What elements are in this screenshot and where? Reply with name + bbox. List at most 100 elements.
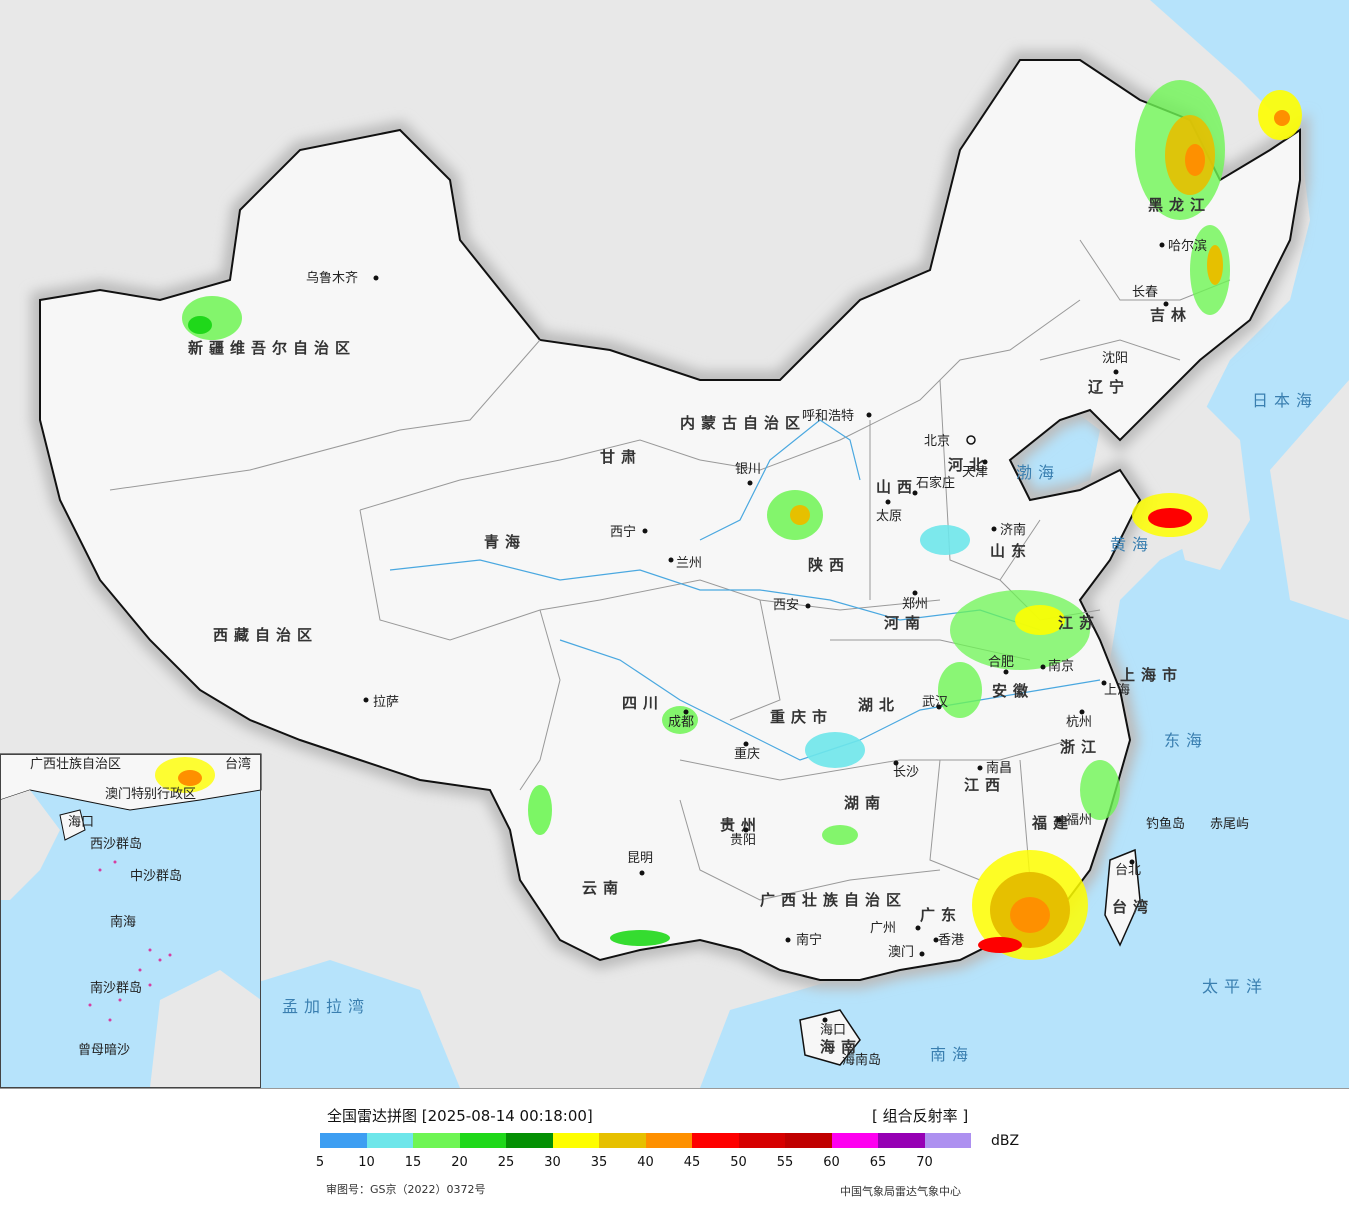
city-label: 长沙: [893, 765, 919, 780]
province-label: 吉林: [1150, 306, 1192, 324]
province-label: 江苏: [1058, 614, 1100, 632]
city-label: 武汉: [922, 695, 948, 710]
scale-tick-label: 50: [730, 1155, 747, 1170]
city-label: 西安: [773, 598, 799, 613]
city-label: 南京: [1048, 658, 1074, 674]
city-label: 贵阳: [730, 833, 756, 848]
sea-label: 南海: [930, 1045, 974, 1064]
city-labels: 乌鲁木齐 拉萨 西宁 兰州 银川 呼和浩特 哈尔滨 长春 沈阳 北京 天津 石家…: [306, 238, 1207, 1038]
scale-tick-label: 30: [544, 1155, 561, 1170]
inset-label: 中沙群岛: [130, 868, 182, 884]
legend-title: 全国雷达拼图 [2025-08-14 00:18:00]: [327, 1107, 593, 1125]
scale-tick-label: 70: [916, 1155, 933, 1170]
province-label: 湖南: [844, 794, 886, 812]
sea-labels: 日本海 渤海 黄海 东海 太平洋 南海 孟加拉湾 钓鱼岛 赤尾屿 海南岛: [282, 391, 1312, 1068]
city-label: 呼和浩特: [802, 409, 854, 424]
province-label: 江西: [964, 776, 1006, 794]
color-swatch: [413, 1133, 460, 1148]
province-label: 内蒙古自治区: [680, 414, 806, 432]
province-label: 四川: [622, 694, 664, 712]
island-label: 钓鱼岛: [1146, 816, 1185, 832]
inset-label: 曾母暗沙: [78, 1043, 130, 1058]
city-label: 太原: [876, 509, 902, 524]
city-label: 济南: [1000, 522, 1026, 538]
city-label: 北京: [924, 434, 950, 449]
color-swatch: [506, 1133, 553, 1148]
city-label: 台北: [1115, 863, 1141, 878]
province-label: 贵州: [720, 816, 762, 834]
city-label: 银川: [735, 462, 761, 477]
color-swatch: [785, 1133, 832, 1148]
south-china-sea-inset: 广西壮族自治区 澳门特别行政区 海口 西沙群岛 中沙群岛 南海 南沙群岛 曾母暗…: [0, 753, 262, 1088]
province-label: 陕西: [808, 556, 850, 574]
scale-tick-label: 40: [637, 1155, 654, 1170]
inset-label: 澳门特别行政区: [105, 786, 196, 802]
radar-echoes: [182, 80, 1302, 960]
color-swatch: [599, 1133, 646, 1148]
sea-label: 渤海: [1016, 463, 1060, 482]
city-label: 广州: [870, 921, 896, 936]
city-dots: [363, 242, 1169, 1023]
scale-tick-label: 5: [315, 1155, 325, 1170]
inset-label: 广西壮族自治区: [30, 756, 121, 772]
city-label: 澳门: [888, 944, 914, 960]
china-outline: [39, 59, 1301, 981]
inset-label: 台湾: [225, 756, 251, 772]
bay-of-bengal-area: [200, 960, 460, 1088]
province-label: 河北: [948, 456, 990, 474]
province-label: 山东: [990, 542, 1032, 560]
color-swatch: [878, 1133, 925, 1148]
sea-label: 黄海: [1110, 535, 1154, 554]
city-label: 南昌: [986, 760, 1012, 776]
scale-tick-label: 25: [497, 1155, 515, 1170]
east-sea-area: [700, 0, 1349, 1088]
scale-tick-label: 35: [590, 1155, 608, 1170]
japan-land: [1270, 380, 1349, 620]
legend-unit: dBZ: [991, 1133, 1020, 1149]
color-swatch: [366, 1133, 413, 1148]
province-label: 湖北: [858, 696, 900, 714]
city-label: 兰州: [676, 556, 702, 571]
color-scale-bar: [320, 1133, 971, 1148]
inset-label: 南海: [110, 914, 136, 930]
inset-label: 南沙群岛: [90, 980, 142, 996]
city-label: 昆明: [627, 851, 653, 866]
province-label: 浙江: [1060, 738, 1102, 756]
inset-label: 西沙群岛: [90, 836, 142, 852]
city-label: 拉萨: [373, 695, 399, 710]
radar-map: 新疆维吾尔自治区 西藏自治区 青海 甘肃 内蒙古自治区 黑龙江 吉林 辽宁 河北…: [0, 0, 1349, 1088]
hainan-island: [799, 1009, 861, 1066]
province-boundaries: [109, 239, 1231, 901]
city-label: 乌鲁木齐: [306, 270, 358, 286]
province-labels: 新疆维吾尔自治区 西藏自治区 青海 甘肃 内蒙古自治区 黑龙江 吉林 辽宁 河北…: [188, 196, 1211, 1056]
scale-tick-label: 15: [404, 1155, 422, 1170]
city-label: 上海: [1104, 683, 1130, 698]
province-label: 辽宁: [1088, 378, 1130, 396]
city-label: 石家庄: [916, 475, 955, 491]
province-label: 新疆维吾尔自治区: [188, 339, 356, 357]
color-swatch: [692, 1133, 739, 1148]
color-swatch: [645, 1133, 692, 1148]
color-swatch: [320, 1133, 367, 1148]
color-scale-ticks: 5 10 15 20 25 30 35 40 45 50 55 60 65 70: [300, 1155, 1000, 1173]
province-label: 山西: [876, 478, 918, 496]
city-label: 沈阳: [1102, 351, 1128, 366]
color-swatch: [459, 1133, 506, 1148]
organization-name: 中国气象局雷达气象中心: [840, 1185, 961, 1198]
province-label: 安徽: [992, 682, 1034, 700]
province-label: 台湾: [1112, 898, 1154, 916]
scale-tick-label: 55: [776, 1155, 794, 1170]
color-swatch: [552, 1133, 599, 1148]
city-label: 南宁: [796, 932, 822, 948]
city-label: 哈尔滨: [1168, 238, 1207, 254]
sea-label: 东海: [1164, 731, 1208, 750]
scale-tick-label: 20: [451, 1155, 468, 1170]
scale-tick-label: 65: [869, 1155, 887, 1170]
province-label: 黑龙江: [1148, 196, 1211, 214]
city-label: 合肥: [988, 655, 1014, 670]
province-label: 云南: [582, 879, 624, 897]
sea-label: 太平洋: [1202, 977, 1268, 996]
color-swatch: [831, 1133, 878, 1148]
city-label: 重庆: [734, 746, 760, 762]
city-label: 福州: [1066, 813, 1092, 828]
